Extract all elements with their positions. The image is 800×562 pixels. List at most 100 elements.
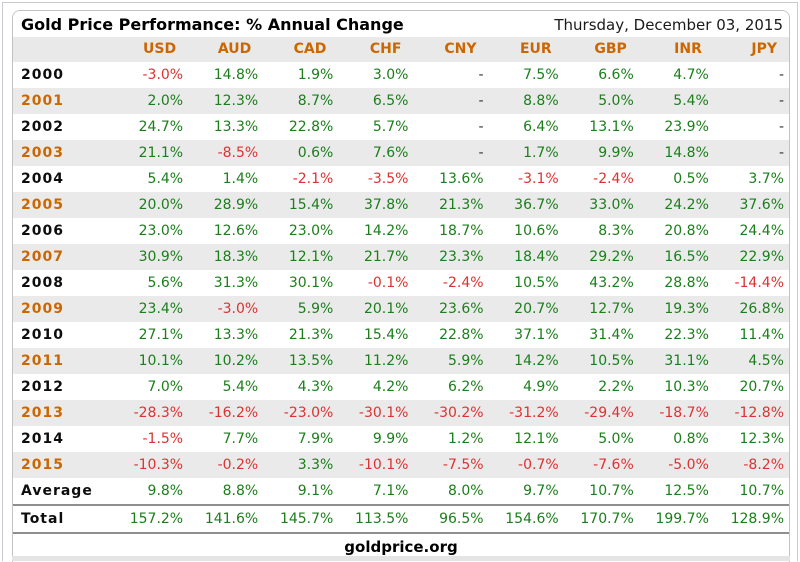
cell-2012-usd: 7.0% [147,379,184,395]
cell-2010-inr: 22.3% [664,327,709,343]
cell-2008-inr: 28.8% [664,275,709,291]
column-header-cny: CNY [413,37,489,62]
table-row-2000: 2000 -3.0% 14.8% 1.9% 3.0% - 7.5% 6.6% 4.7% - [13,62,789,88]
row-label-2007: 2007 [13,244,113,270]
cell-total-cny: 96.5% [413,505,489,534]
cell-2006-eur: 10.6% [514,223,559,239]
cell-2007-aud: 18.3% [188,244,264,270]
cell-2015-cny: -7.5% [413,452,489,478]
cell-2006-cny: 18.7% [439,223,484,239]
cell-total-jpy: 128.9% [713,505,789,534]
cell-2001-cad: 8.7% [263,88,339,114]
cell-2012-jpy: 20.7% [739,379,784,395]
cell-2009-chf: 20.1% [338,296,414,322]
gold-price-widget: Gold Price Performance: % Annual Change … [12,10,790,562]
cell-2014-gbp: 5.0% [598,431,634,447]
cell-2004-cad: -2.1% [292,171,334,187]
cell-2004-chf: -3.5% [367,171,409,187]
cell-2008-jpy: -14.4% [734,275,784,291]
cell-2009-jpy: 26.8% [713,296,789,322]
column-header-usd: USD [113,37,189,62]
table-row-2001: 2001 2.0% 12.3% 8.7% 6.5% -8.8% 5.0% 5.4% - [13,88,789,114]
cell-2012-cad: 4.3% [297,379,334,395]
cell-total-chf: 113.5% [338,505,414,534]
cell-average-inr: 12.5% [638,478,714,506]
gold-performance-table: USD AUD CAD CHF CNY EUR GBP INR JPY 2000 -3.0% 14.… [13,37,789,534]
table-row-2002: 2002 24.7% 13.3% 22.8% 5.7% - 6.4% 13.1% 23.9% - [13,114,789,140]
cell-2002-cny: - [478,119,484,135]
cell-2011-inr: 31.1% [638,348,714,374]
cell-2002-jpy: - [778,119,784,135]
cell-2005-jpy: 37.6% [713,192,789,218]
cell-average-cad: 9.1% [263,478,339,506]
cell-2003-cny: - [413,140,489,166]
cell-2012-aud: 5.4% [222,379,259,395]
cell-2006-jpy: 24.4% [739,223,784,239]
table-row-2010: 2010 27.1% 13.3% 21.3% 15.4% 22.8% 37.1% 31.4% 2… [13,322,789,348]
cell-2012-cny: 6.2% [447,379,484,395]
cell-2006-aud: 12.6% [213,223,259,239]
cell-2008-eur: 10.5% [514,275,559,291]
cell-total-eur: 154.6% [488,505,564,534]
cell-2013-jpy: -12.8% [713,400,789,426]
cell-2005-usd: 20.0% [113,192,189,218]
cell-2011-chf: 11.2% [338,348,414,374]
cell-2003-gbp: 9.9% [563,140,639,166]
cell-2012-eur: 4.9% [523,379,559,395]
row-label-2010: 2010 [21,327,64,343]
cell-2015-gbp: -7.6% [563,452,639,478]
cell-2011-jpy: 4.5% [713,348,789,374]
title-bar: Gold Price Performance: % Annual Change … [13,11,789,37]
cell-2006-usd: 23.0% [138,223,184,239]
cell-2003-aud: -8.5% [188,140,264,166]
cell-total-inr: 199.7% [638,505,714,534]
cell-2004-jpy: 3.7% [748,171,784,187]
cell-2000-jpy: - [778,67,784,83]
cell-2001-gbp: 5.0% [563,88,639,114]
column-header-chf: CHF [338,37,414,62]
cell-2014-aud: 7.7% [222,431,259,447]
cell-2004-aud: 1.4% [222,171,259,187]
cell-2006-cad: 23.0% [288,223,334,239]
cell-2005-cny: 21.3% [413,192,489,218]
cell-2010-cad: 21.3% [288,327,334,343]
cell-2007-cny: 23.3% [413,244,489,270]
table-row-2007: 2007 30.9% 18.3% 12.1% 21.7% 23.3% 18.4% 29.2% 1… [13,244,789,270]
header-row: USD AUD CAD CHF CNY EUR GBP INR JPY [13,37,789,62]
cell-2013-gbp: -29.4% [563,400,639,426]
table-row-2014: 2014 -1.5% 7.7% 7.9% 9.9% 1.2% 12.1% 5.0% 0.8% 12… [13,426,789,452]
cell-2003-jpy: - [713,140,789,166]
cell-average-eur: 9.7% [488,478,564,506]
cell-2013-inr: -18.7% [638,400,714,426]
cell-2014-inr: 0.8% [673,431,709,447]
cell-2005-chf: 37.8% [338,192,414,218]
cell-2005-gbp: 33.0% [563,192,639,218]
cell-2011-eur: 14.2% [488,348,564,374]
cell-2007-cad: 12.1% [263,244,339,270]
corner-cell [13,37,113,62]
table-row-2009: 2009 23.4% -3.0% 5.9% 20.1% 23.6% 20.7% 12.7% 19… [13,296,789,322]
cell-2014-cny: 1.2% [447,431,484,447]
cell-2000-gbp: 6.6% [598,67,634,83]
row-label-2002: 2002 [21,119,64,135]
cell-2000-inr: 4.7% [673,67,709,83]
cell-2011-cad: 13.5% [263,348,339,374]
row-label-2013: 2013 [13,400,113,426]
row-label-2012: 2012 [21,379,64,395]
cell-2009-eur: 20.7% [488,296,564,322]
row-label-2000: 2000 [21,67,64,83]
cell-2013-usd: -28.3% [113,400,189,426]
cell-2011-gbp: 10.5% [563,348,639,374]
cell-2005-aud: 28.9% [188,192,264,218]
row-label-2009: 2009 [13,296,113,322]
table-row-2011: 2011 10.1% 10.2% 13.5% 11.2% 5.9% 14.2% 10.5% 31… [13,348,789,374]
cell-2003-chf: 7.6% [338,140,414,166]
page-title: Gold Price Performance: % Annual Change [21,15,404,34]
cell-2005-cad: 15.4% [263,192,339,218]
cell-2008-usd: 5.6% [147,275,184,291]
cell-2007-inr: 16.5% [638,244,714,270]
row-label-2004: 2004 [21,171,64,187]
cell-2010-usd: 27.1% [138,327,184,343]
cell-2010-jpy: 11.4% [739,327,784,343]
cell-2000-aud: 14.8% [213,67,259,83]
